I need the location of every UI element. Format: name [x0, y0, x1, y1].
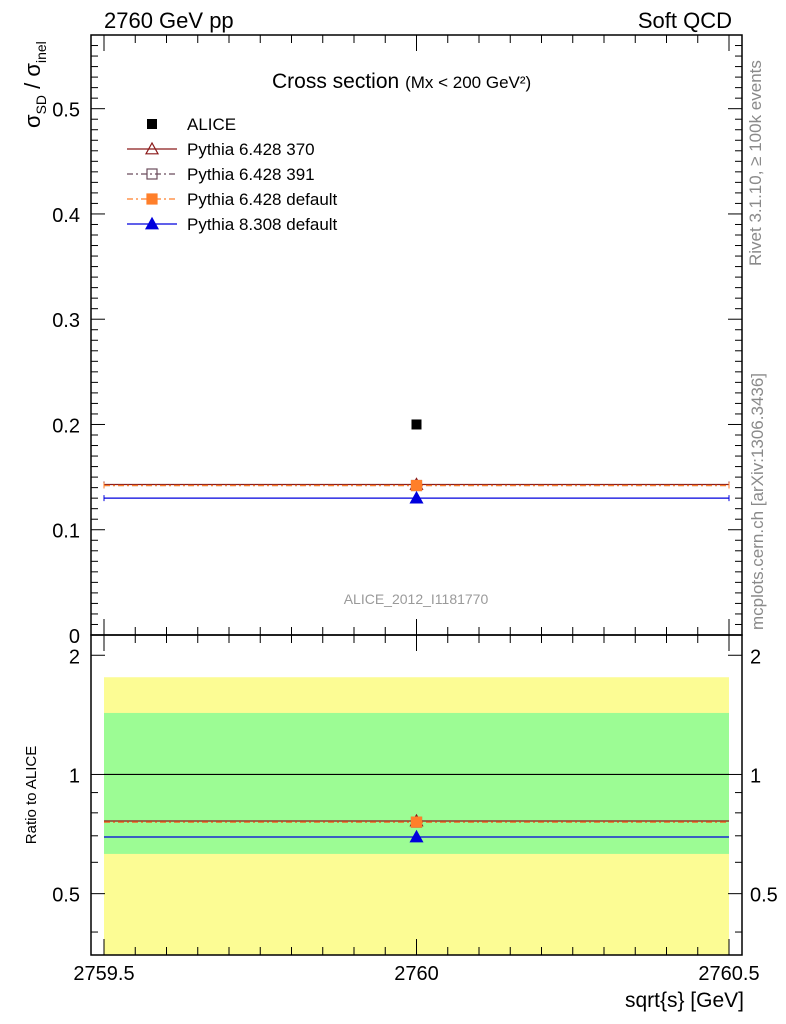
y-axis-label-sd: σ	[20, 114, 45, 128]
legend-marker-1	[144, 141, 160, 155]
x-tick-label: 2760	[394, 963, 439, 985]
legend-label-4: Pythia 8.308 default	[187, 215, 338, 234]
ratio-axis-label: Ratio to ALICE	[23, 746, 40, 844]
y-tick-label: 0.2	[52, 415, 80, 437]
legend-label-0: ALICE	[187, 115, 236, 134]
series-marker-3	[409, 490, 424, 504]
ratio-tick-label-left: 1	[69, 765, 80, 787]
header-right: Soft QCD	[637, 8, 732, 33]
ratio-tick-label-right: 2	[750, 646, 761, 668]
y-axis-label: σSD / σinel	[20, 41, 49, 128]
y-tick-label: 0	[69, 626, 80, 648]
legend-marker-4	[144, 216, 160, 230]
ratio-marker-2	[410, 816, 423, 828]
legend-label-3: Pythia 6.428 default	[187, 190, 338, 209]
legend-marker-3	[146, 193, 158, 205]
ratio-tick-label-right: 1	[750, 765, 761, 787]
chart-title-main: Cross section	[272, 70, 399, 93]
ratio-bands	[104, 677, 729, 955]
y-tick-label: 0.5	[52, 100, 80, 122]
y-tick-label: 0.4	[52, 205, 80, 227]
tick-labels: 0 0.1 0.2 0.3 0.4 0.5 0.5 0.5 1 1 2 2 2759.5 2760 2760…	[52, 100, 778, 985]
analysis-tag: ALICE_2012_I1181770	[344, 591, 489, 607]
x-tick-label: 2760.5	[698, 963, 759, 985]
chart-title-suffix: (Mx < 200 GeV²)	[405, 73, 531, 92]
legend-swatch-data	[147, 119, 157, 129]
legend: ALICE Pythia 6.428 370 Pythia 6.428 391 Pyt…	[127, 115, 338, 234]
series-layer	[103, 419, 730, 843]
y-tick-label: 0.1	[52, 521, 80, 543]
data-point	[411, 419, 422, 430]
ratio-tick-label-left: 0.5	[52, 885, 80, 907]
axis-ticks	[91, 34, 742, 955]
ratio-tick-label-left: 2	[69, 646, 80, 668]
y-axis-label-text: σSD / σinel	[20, 41, 49, 128]
legend-label-2: Pythia 6.428 391	[187, 165, 315, 184]
legend-marker-2	[146, 168, 158, 180]
legend-label-1: Pythia 6.428 370	[187, 140, 315, 159]
ratio-tick-label-right: 0.5	[750, 885, 778, 907]
y-tick-label: 0.3	[52, 310, 80, 332]
ratio-marker-3	[409, 829, 424, 843]
chart-title: Cross section (Mx < 200 GeV²)	[272, 70, 531, 93]
header-left: 2760 GeV pp	[104, 8, 234, 33]
x-tick-label: 2759.5	[73, 963, 134, 985]
x-axis-label: sqrt{s} [GeV]	[625, 989, 744, 1012]
series-marker-2	[410, 479, 423, 492]
